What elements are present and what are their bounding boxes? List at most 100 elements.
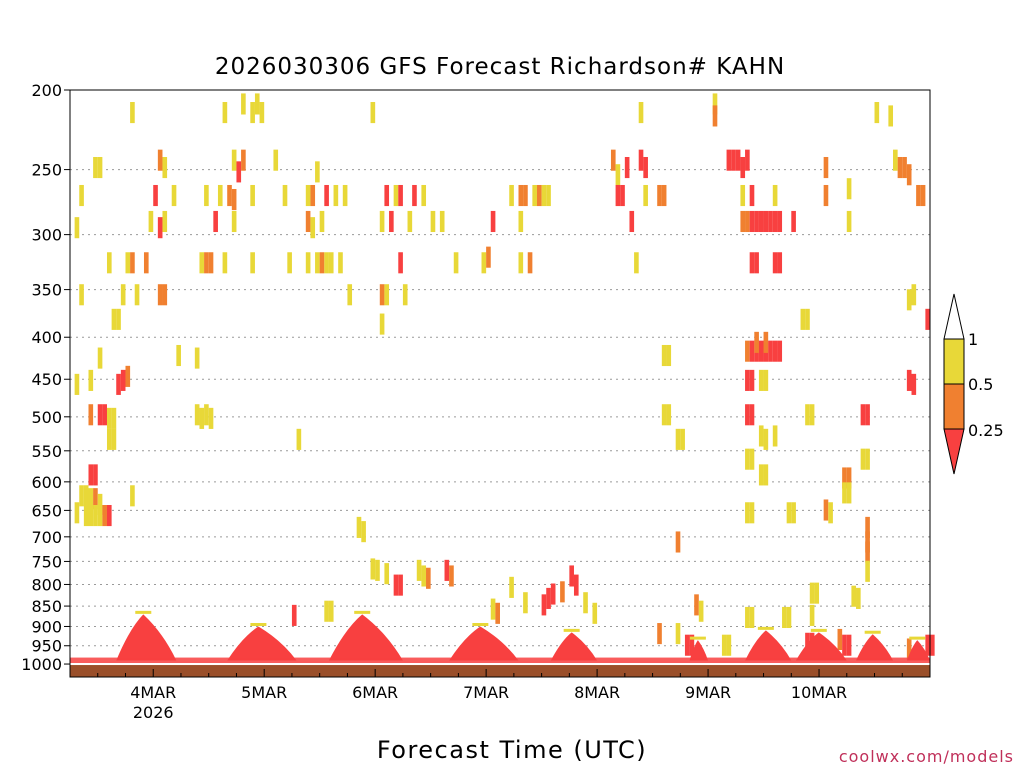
ri-cell — [745, 210, 750, 233]
ri-cell — [106, 505, 112, 527]
ri-cell — [638, 102, 644, 124]
ri-cell — [310, 184, 316, 207]
ri-cell — [204, 184, 209, 207]
ri-cell — [222, 102, 228, 124]
ri-cell — [865, 541, 870, 563]
ri-cell — [749, 340, 755, 362]
ri-cell — [527, 252, 533, 274]
ri-cell — [490, 598, 496, 620]
ri-cell — [735, 149, 741, 171]
ri-cell — [106, 252, 112, 274]
surface-band — [70, 657, 930, 665]
ri-cell — [865, 516, 870, 538]
ri-cell — [398, 184, 403, 207]
ri-cell — [199, 252, 205, 274]
ri-cell — [79, 184, 84, 207]
ri-cell — [162, 284, 168, 306]
ri-cell — [800, 308, 806, 330]
ri-cell — [111, 308, 117, 330]
ri-cell — [740, 210, 746, 233]
ri-cell — [333, 184, 339, 207]
y-tick-label: 1000 — [21, 655, 62, 674]
ri-cell — [282, 184, 288, 207]
legend: 1 0.5 0.25 — [943, 293, 1004, 475]
ri-cell — [546, 184, 551, 207]
legend-label: 1 — [968, 330, 978, 349]
ri-cell — [375, 559, 380, 581]
legend-yellow-box — [943, 338, 965, 385]
ri-cell — [449, 565, 454, 587]
ri-cell — [227, 184, 232, 207]
ri-cell — [745, 448, 750, 470]
ground-layer — [70, 663, 930, 677]
ri-cell — [518, 252, 524, 274]
ri-cell — [171, 184, 177, 207]
ri-cell — [874, 102, 880, 124]
ri-cell — [745, 340, 750, 362]
ri-cell — [846, 210, 852, 233]
ri-cell — [328, 252, 334, 274]
y-tick-label: 400 — [31, 328, 62, 347]
ri-cell — [254, 93, 260, 115]
y-tick-label: 850 — [31, 597, 62, 616]
legend-orange-box — [943, 383, 965, 430]
ri-cell — [148, 210, 154, 233]
y-tick-label: 350 — [31, 281, 62, 300]
ri-cell — [157, 284, 163, 306]
ri-cell — [398, 574, 403, 596]
ri-cell — [88, 505, 94, 527]
y-tick-label: 450 — [31, 370, 62, 389]
ri-cell — [758, 464, 764, 486]
ri-cell — [93, 464, 98, 486]
ri-cell — [620, 184, 625, 207]
ri-cell — [902, 156, 907, 179]
ri-cell — [370, 558, 376, 580]
ri-cell — [758, 425, 764, 447]
ri-cell — [130, 485, 135, 507]
ri-cell — [791, 502, 796, 524]
ri-cell — [74, 217, 80, 239]
ri-cell — [74, 502, 80, 524]
ri-cell — [865, 404, 870, 426]
ri-cell — [925, 634, 930, 656]
ri-cell — [675, 531, 681, 553]
ri-cell — [786, 606, 792, 629]
ri-cell — [550, 583, 556, 605]
ri-cell — [768, 210, 773, 233]
ri-cell — [712, 93, 718, 115]
ri-cell — [157, 149, 163, 171]
ri-cell — [407, 210, 413, 233]
ri-cell — [684, 634, 690, 656]
ri-cell — [592, 602, 598, 624]
ri-cell — [865, 560, 870, 582]
x-tick-label: 6MAR — [352, 683, 398, 702]
ri-cell — [296, 428, 302, 450]
ri-cell — [911, 373, 917, 395]
ri-cell — [93, 156, 98, 179]
y-tick-label: 650 — [31, 501, 62, 520]
x-tick-label: 8MAR — [574, 683, 620, 702]
ri-cell — [241, 149, 246, 171]
ri-cell — [749, 184, 755, 207]
ri-cell — [772, 184, 778, 207]
ri-cell — [393, 184, 399, 207]
ri-cell — [786, 502, 792, 524]
ri-cell — [573, 574, 579, 596]
ri-cell — [134, 284, 140, 306]
ri-cell — [398, 252, 403, 274]
credit-link[interactable]: coolwx.com/models — [839, 747, 1014, 766]
ri-cell — [809, 582, 815, 604]
ri-cell — [758, 340, 764, 362]
ri-cell — [930, 634, 935, 656]
ri-cell — [805, 632, 810, 654]
ri-cell — [305, 210, 311, 233]
ri-cell — [536, 184, 542, 207]
ri-cell — [204, 252, 209, 274]
ri-cell — [809, 604, 815, 626]
ri-cell — [120, 284, 126, 306]
ri-cell — [157, 217, 163, 239]
ri-cell — [906, 638, 912, 660]
ri-cell — [120, 369, 126, 391]
ri-cell — [310, 217, 316, 239]
